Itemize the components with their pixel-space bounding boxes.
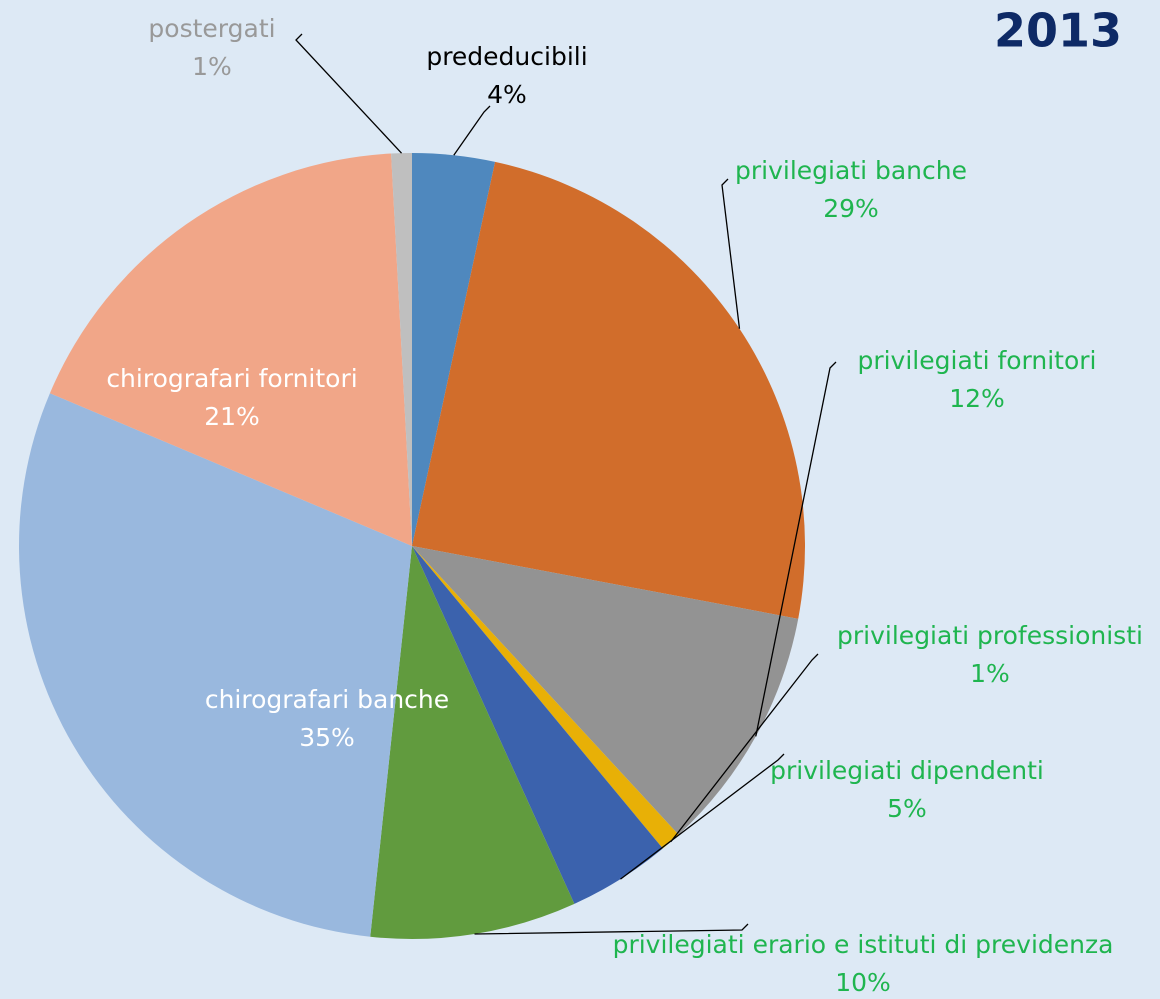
leader-line [670, 653, 819, 843]
pie-slice [391, 153, 412, 546]
pie-slice [412, 161, 805, 619]
pie-slice [49, 153, 413, 546]
leader-line [295, 33, 403, 154]
slice-value-label: 4% [487, 80, 527, 109]
pie-slice [18, 393, 412, 937]
slice-value-label: 21% [204, 402, 260, 431]
leader-line [620, 753, 785, 880]
slice-value-label: 5% [887, 794, 927, 823]
pie-slice [370, 546, 575, 939]
chart-title: 2013 [994, 4, 1122, 58]
slice-label: privilegiati professionisti [837, 621, 1143, 650]
pie-slice [412, 546, 679, 849]
slice-label: chirografari banche [205, 685, 449, 714]
leader-line [721, 178, 741, 329]
leader-line [453, 105, 491, 156]
slice-label: privilegiati fornitori [857, 346, 1096, 375]
slice-label: privilegiati erario e istituti di previd… [613, 930, 1114, 959]
slice-label: prededucibili [426, 42, 587, 71]
pie-slice [412, 546, 663, 904]
slice-label: privilegiati banche [735, 156, 967, 185]
pie-slice [412, 153, 496, 546]
slice-value-label: 12% [949, 384, 1005, 413]
slice-value-label: 1% [970, 659, 1010, 688]
slice-value-label: 1% [192, 52, 232, 81]
slice-value-label: 29% [823, 194, 879, 223]
slice-label: postergati [148, 14, 275, 43]
leader-line [755, 361, 837, 737]
slice-value-label: 10% [835, 968, 891, 997]
leader-line [474, 923, 749, 935]
slice-label: privilegiati dipendenti [770, 756, 1044, 785]
slice-value-label: 35% [299, 723, 355, 752]
pie-slice [412, 546, 799, 835]
slice-label: chirografari fornitori [106, 364, 357, 393]
